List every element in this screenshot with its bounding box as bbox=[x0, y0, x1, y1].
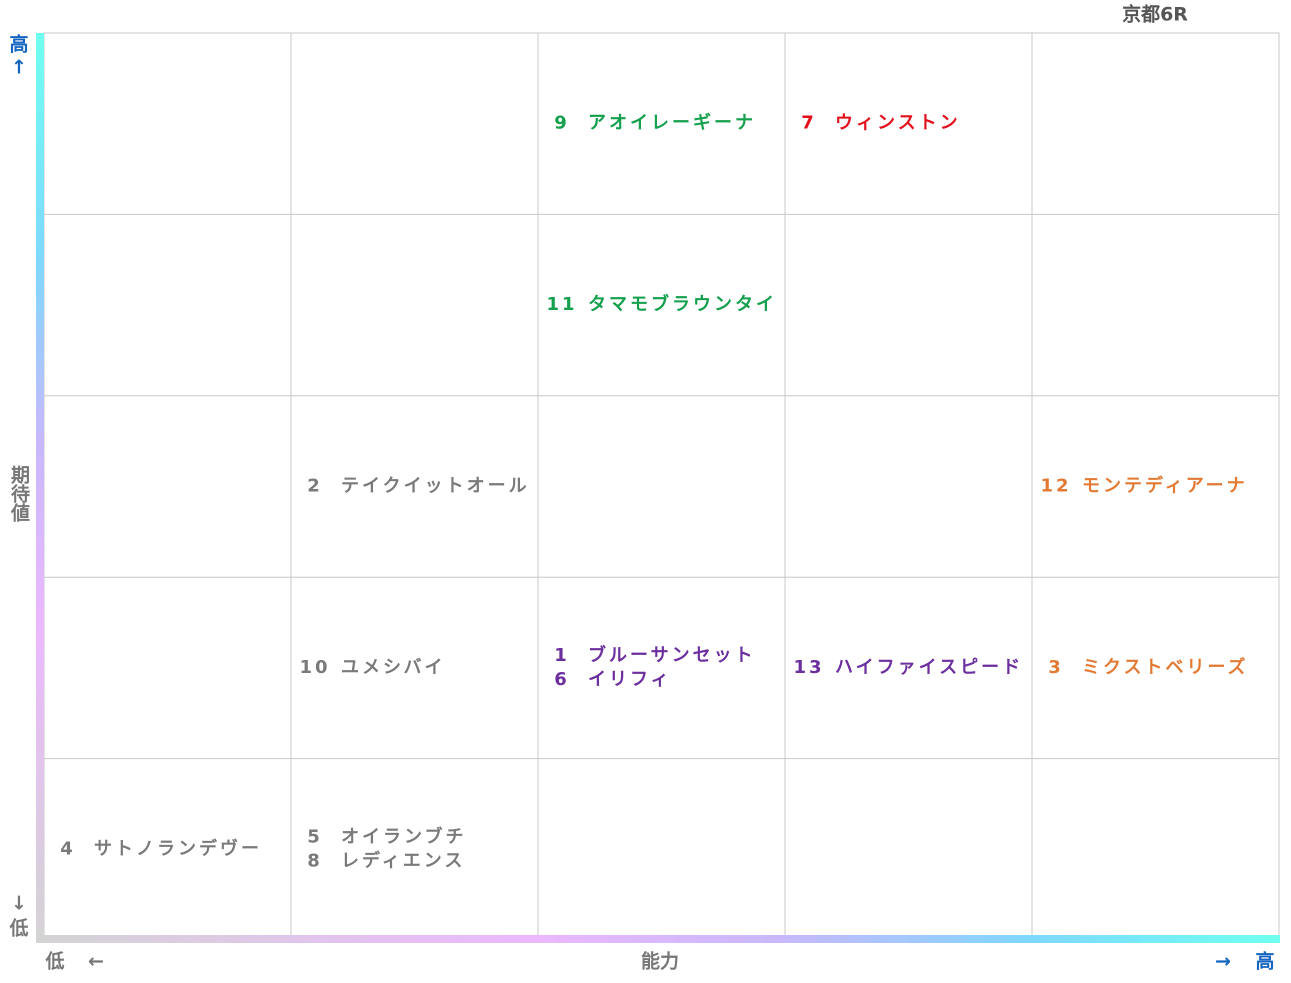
entry-name: テイクイットオール bbox=[341, 476, 530, 497]
y-axis-bar bbox=[36, 33, 44, 943]
x-low: 低 bbox=[44, 950, 64, 973]
title: 京都6R bbox=[1122, 3, 1188, 26]
x-label: 能力 bbox=[641, 950, 679, 973]
entry-number: 11 bbox=[546, 294, 577, 315]
entry-number: 12 bbox=[1040, 476, 1071, 497]
entry-name: ハイファイスピード bbox=[835, 657, 1023, 678]
y-down-arrow: ↓ bbox=[11, 893, 27, 915]
entry-name: タマモブラウンタイ bbox=[588, 293, 777, 315]
y-up-arrow: ↑ bbox=[11, 57, 27, 79]
entry-name: レディエンス bbox=[341, 849, 465, 871]
entry-number: 8 bbox=[307, 850, 323, 871]
entry-number: 5 bbox=[307, 826, 323, 847]
entry-name: モンテディアーナ bbox=[1082, 475, 1248, 497]
entry-name: ミクストベリーズ bbox=[1082, 656, 1249, 678]
y-label: 期待値 bbox=[8, 465, 31, 523]
entry-number: 10 bbox=[299, 657, 330, 678]
entry-name: アオイレーギーナ bbox=[588, 113, 756, 134]
entry-name: サトノランデヴー bbox=[94, 837, 262, 859]
y-high: 高 bbox=[9, 33, 28, 56]
entry-name: イリフィ bbox=[588, 669, 672, 690]
entry-number: 7 bbox=[801, 113, 817, 134]
y-low: 低 bbox=[8, 917, 28, 940]
entry-number: 2 bbox=[307, 476, 323, 497]
x-right-arrow: → bbox=[1215, 951, 1231, 973]
entry-number: 1 bbox=[554, 645, 570, 666]
entry-name: ウィンストン bbox=[835, 113, 961, 134]
entry-number: 9 bbox=[554, 113, 570, 134]
entry-name: ブルーサンセット bbox=[588, 644, 756, 666]
entry-number: 3 bbox=[1048, 657, 1064, 678]
entry-number: 4 bbox=[60, 838, 76, 859]
x-high: 高 bbox=[1255, 950, 1274, 973]
entry-name: ユメシバイ bbox=[341, 657, 445, 678]
entry-number: 6 bbox=[554, 669, 570, 690]
entry-number: 13 bbox=[793, 657, 824, 678]
entry-name: オイランブチ bbox=[341, 825, 466, 847]
grid: 9 アオイレーギーナ 7 ウィンストン 11 タマモブラウンタイ 2 テイクイットオール 12 モ… bbox=[43, 32, 1280, 941]
x-left-arrow: ← bbox=[88, 951, 104, 973]
x-axis-bar bbox=[36, 935, 1280, 943]
